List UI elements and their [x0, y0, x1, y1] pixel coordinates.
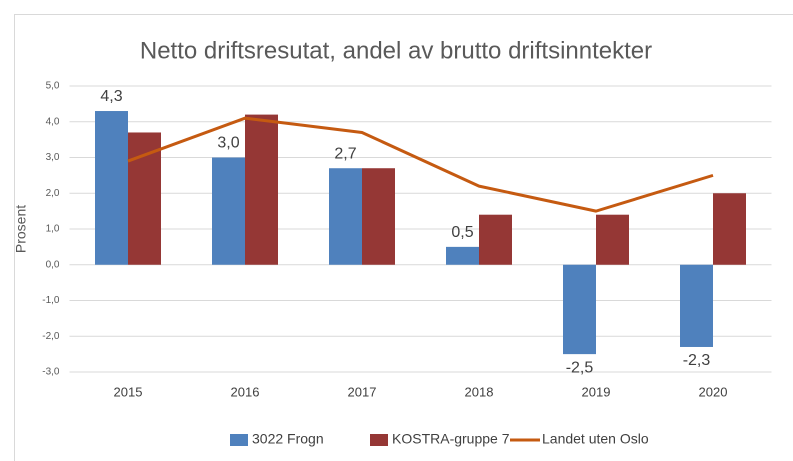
y-tick-label: 3,0 — [46, 152, 60, 163]
y-tick-label: 0,0 — [46, 259, 60, 270]
y-tick-label: -2,0 — [42, 331, 60, 342]
y-tick-label: 1,0 — [46, 224, 60, 235]
bar — [446, 246, 479, 265]
x-tick-label: 2018 — [465, 384, 494, 399]
data-label: 0,5 — [451, 224, 473, 241]
x-tick-label: 2019 — [582, 384, 611, 399]
data-label: 3,0 — [217, 135, 239, 152]
bar — [680, 264, 713, 347]
legend-label: 3022 Frogn — [252, 431, 324, 447]
chart-title: Netto driftsresutat, andel av brutto dri… — [140, 37, 652, 64]
x-tick-label: 2020 — [699, 384, 728, 399]
x-tick-label: 2016 — [231, 384, 260, 399]
x-tick-label: 2015 — [114, 384, 143, 399]
y-axis-label: Prosent — [13, 205, 29, 253]
bar — [596, 214, 629, 265]
y-tick-label: 5,0 — [46, 81, 60, 92]
y-tick-label: -3,0 — [42, 367, 60, 378]
legend-label: Landet uten Oslo — [542, 431, 649, 447]
bar — [479, 214, 512, 265]
bar — [212, 157, 245, 265]
data-label: 4,3 — [100, 88, 122, 105]
legend-swatch — [230, 434, 248, 446]
line — [127, 116, 714, 213]
y-tick-label: 4,0 — [46, 116, 60, 127]
bar — [245, 114, 278, 265]
x-tick-label: 2017 — [348, 384, 377, 399]
y-tick-label: -1,0 — [42, 295, 60, 306]
bar — [713, 193, 746, 265]
y-tick-label: 2,0 — [46, 188, 60, 199]
data-label: -2,5 — [566, 359, 594, 376]
legend-label: KOSTRA-gruppe 7 — [392, 431, 510, 447]
data-label: -2,3 — [683, 352, 711, 369]
bar — [329, 168, 362, 265]
bar — [362, 168, 395, 265]
bar — [563, 264, 596, 355]
legend-swatch — [370, 434, 388, 446]
bar — [95, 111, 128, 265]
data-label: 2,7 — [334, 145, 356, 162]
